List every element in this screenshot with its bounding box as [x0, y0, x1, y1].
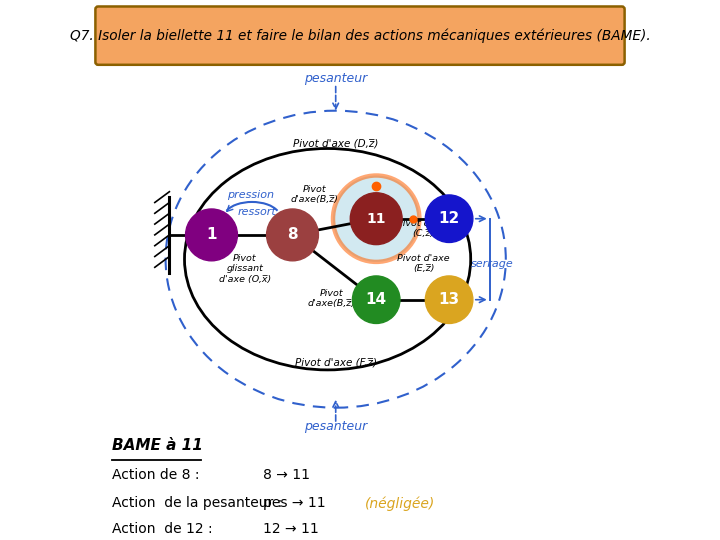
Text: 13: 13: [438, 292, 459, 307]
Text: 12 → 11: 12 → 11: [263, 522, 318, 536]
Text: Pivot
glissant
d'axe (O,x̅): Pivot glissant d'axe (O,x̅): [219, 254, 271, 284]
Text: 1: 1: [206, 227, 217, 242]
Text: Pivot d'axe
(C,z̅): Pivot d'axe (C,z̅): [397, 219, 450, 238]
Text: Pivot d'axe (F,z̅): Pivot d'axe (F,z̅): [294, 358, 377, 368]
Text: serrage: serrage: [471, 259, 513, 268]
Text: ressort: ressort: [238, 207, 276, 217]
Text: (négligée): (négligée): [365, 496, 436, 510]
Text: 14: 14: [366, 292, 387, 307]
Text: Action de 8 :: Action de 8 :: [112, 468, 199, 482]
Text: Pivot
d'axe(B,z̅): Pivot d'axe(B,z̅): [290, 185, 338, 204]
Text: 12: 12: [438, 211, 460, 226]
Circle shape: [353, 276, 400, 323]
Circle shape: [266, 209, 318, 261]
FancyBboxPatch shape: [95, 6, 625, 65]
Text: pes → 11: pes → 11: [263, 496, 325, 510]
Circle shape: [426, 195, 473, 242]
Circle shape: [350, 193, 402, 245]
Circle shape: [186, 209, 238, 261]
Text: Action  de la pesanteur :: Action de la pesanteur :: [112, 496, 282, 510]
Text: Q7. Isoler la biellette 11 et faire le bilan des actions mécaniques extérieures : Q7. Isoler la biellette 11 et faire le b…: [70, 29, 650, 43]
Text: pesanteur: pesanteur: [304, 72, 367, 85]
Text: Pivot d'axe (D,z̅): Pivot d'axe (D,z̅): [293, 138, 379, 148]
Text: pression: pression: [228, 191, 274, 200]
Text: pesanteur: pesanteur: [304, 420, 367, 433]
Text: Action  de 12 :: Action de 12 :: [112, 522, 212, 536]
Text: 8: 8: [287, 227, 298, 242]
Text: 8 → 11: 8 → 11: [263, 468, 310, 482]
Text: 11: 11: [366, 212, 386, 226]
Text: Pivot d'axe
(E,z̅): Pivot d'axe (E,z̅): [397, 254, 450, 273]
Ellipse shape: [333, 176, 419, 262]
Circle shape: [426, 276, 473, 323]
Text: BAME à 11: BAME à 11: [112, 438, 202, 453]
Text: Pivot
d'axe(B,z̅): Pivot d'axe(B,z̅): [308, 289, 356, 308]
